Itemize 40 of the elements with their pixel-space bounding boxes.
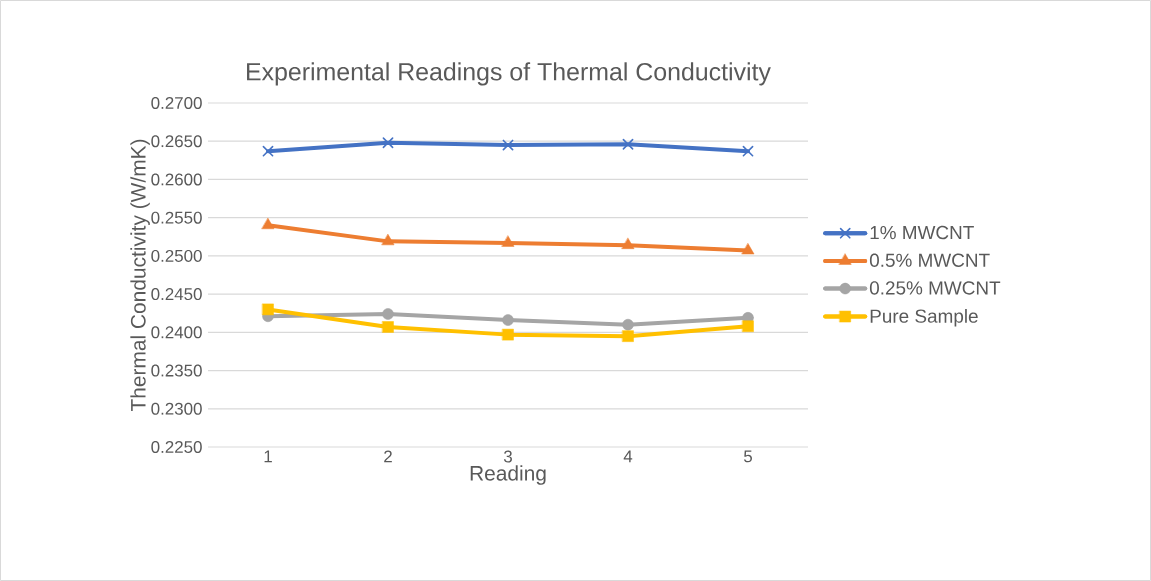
y-tick-label: 0.2450 <box>151 288 202 301</box>
y-tick-label: 0.2550 <box>151 211 202 224</box>
point <box>621 237 635 249</box>
point <box>622 330 634 342</box>
y-tick-label: 0.2700 <box>151 97 202 109</box>
point <box>262 303 274 316</box>
point <box>382 321 394 333</box>
point <box>502 314 514 326</box>
x-tick-label: 3 <box>503 450 512 463</box>
point <box>502 139 514 151</box>
point <box>502 328 514 341</box>
point <box>741 243 755 255</box>
x-tick-label: 2 <box>384 450 392 463</box>
point <box>622 138 634 150</box>
point <box>742 145 754 157</box>
point <box>742 320 754 332</box>
point <box>381 234 395 246</box>
y-tick-label: 0.2400 <box>151 326 202 339</box>
x-tick-label: 1 <box>264 450 272 463</box>
legend-label: 0.25% MWCNT <box>869 281 1001 295</box>
point <box>382 308 394 320</box>
y-tick-label: 0.2250 <box>151 441 202 453</box>
point <box>261 218 275 230</box>
y-tick-label: 0.2650 <box>151 135 202 148</box>
y-tick-label: 0.2600 <box>151 173 202 186</box>
y-tick-label: 0.2500 <box>151 249 202 262</box>
x-axis-title: Reading <box>470 465 546 485</box>
y-axis-title: Thermal Conductivity (W/mK) <box>130 139 150 412</box>
point <box>622 318 634 331</box>
chart-title: Experimental Readings of Thermal Conductivity <box>247 62 771 86</box>
point <box>262 145 274 157</box>
legend-label: 1% MWCNT <box>870 225 974 240</box>
y-tick-label: 0.2350 <box>151 364 202 377</box>
y-tick-label: 0.2300 <box>151 402 202 415</box>
x-tick-label: 5 <box>743 450 752 463</box>
legend-label: 0.5% MWCNT <box>869 253 990 267</box>
x-tick-label: 4 <box>623 450 633 463</box>
point <box>501 235 515 247</box>
point <box>382 137 394 149</box>
legend-label: Pure Sample <box>870 308 978 327</box>
